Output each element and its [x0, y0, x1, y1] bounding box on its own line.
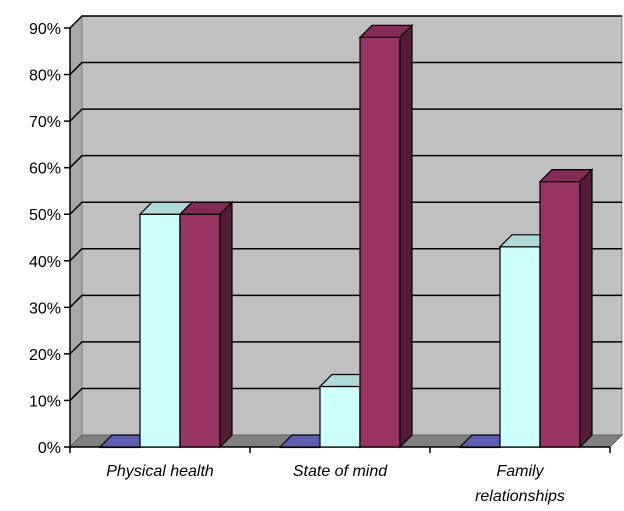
gridline [69, 248, 622, 262]
y-tick-label: 60% [29, 161, 61, 178]
bar-front [359, 36, 401, 448]
bar-front [319, 385, 361, 448]
gridline [69, 387, 622, 401]
y-tick-label: 90% [29, 21, 61, 38]
y-tick-label: 30% [29, 300, 61, 317]
gridline [69, 15, 622, 29]
gridline [69, 61, 622, 76]
x-category-label: Family [496, 463, 544, 480]
bar-side [219, 200, 233, 449]
gridline [69, 108, 622, 122]
x-category-label: State of mind [293, 463, 388, 480]
gridline [69, 201, 622, 215]
bar-front [139, 213, 181, 448]
y-tick-label: 70% [29, 114, 61, 131]
x-category-label: relationships [475, 488, 565, 505]
bar-side [579, 168, 593, 449]
y-tick-label: 50% [29, 207, 61, 224]
gridline [69, 154, 622, 169]
y-tick-label: 20% [29, 347, 61, 364]
gridline [69, 341, 622, 355]
x-category-label: Physical health [106, 463, 214, 480]
gridline [69, 294, 622, 308]
bar-front [179, 213, 221, 448]
y-tick-label: 40% [29, 254, 61, 271]
plot-side-wall [69, 14, 83, 449]
bar-front [539, 181, 581, 448]
y-tick-label: 80% [29, 68, 61, 85]
bar-side [399, 23, 413, 449]
y-tick-label: 0% [38, 440, 61, 457]
y-tick-label: 10% [29, 393, 61, 410]
bar-front [499, 246, 541, 448]
